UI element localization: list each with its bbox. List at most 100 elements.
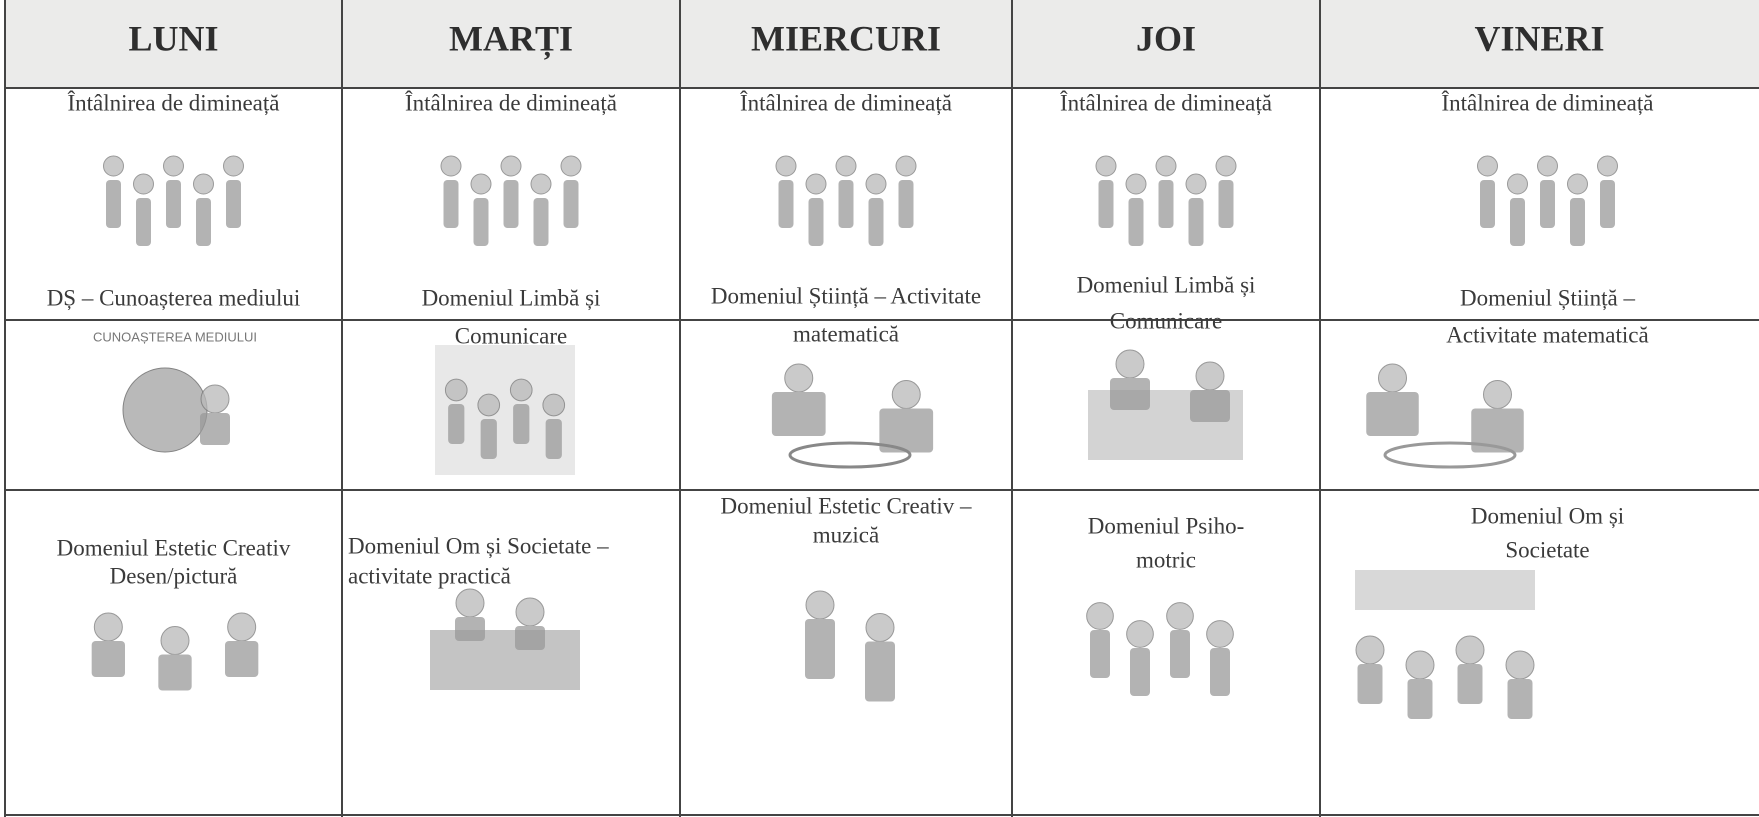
figure-head [1155,155,1177,177]
figure-body [838,180,854,228]
illustration [455,588,545,650]
figure-head [530,173,552,195]
cell-text: Societate [1505,537,1589,562]
figure-body [200,413,230,445]
figure-head [1125,173,1147,195]
figure-body [480,419,497,459]
cell-text: Întâlnirea de dimineață [405,90,617,115]
figure-head [1095,155,1117,177]
figure-head [1195,361,1225,391]
figure-head [103,155,124,177]
figure-head [805,590,835,620]
illustration [1095,155,1237,246]
figure-body [515,626,545,650]
column-header: MARȚI [449,18,573,60]
figure-head [200,384,230,414]
figure-head [477,393,501,417]
figure-body [106,180,121,228]
figure-head [440,155,462,177]
illustration [771,363,934,453]
figure-body [778,180,794,228]
figure-head [1355,635,1385,665]
cell-text: Domeniul Limbă și [1077,272,1256,297]
figure-body [1540,180,1555,228]
figure-body [1188,198,1204,246]
figure-body [225,641,259,677]
illustration [1383,441,1517,469]
figure-body [448,404,465,444]
cell-text: Întâlnirea de dimineață [1441,90,1653,115]
figure-head [500,155,522,177]
figure-head [784,363,814,393]
figure-body [1190,390,1230,422]
illustration [1477,155,1618,246]
figure-body [771,392,826,436]
figure-head [1206,620,1234,648]
cell-text: Domeniul Om și Societate – [348,533,609,558]
figure-body [455,617,485,641]
column-header: MIERCURI [751,18,941,58]
figure-head [227,612,257,642]
figure-body [808,198,824,246]
cell-text: Domeniul Estetic Creativ [57,535,291,560]
figure-head [1597,155,1618,177]
figure-head [515,597,545,627]
cell-text: motric [1136,547,1196,572]
illustration [440,155,582,246]
cell-text: muzică [813,522,879,547]
cell-text: Domeniul Om și [1471,503,1624,528]
figure-head [163,155,184,177]
illustration [775,155,917,246]
cell-text: Domeniul Limbă și [422,285,601,310]
figure-head [455,588,485,618]
figure-head [223,155,244,177]
figure-head [1215,155,1237,177]
figure-head [1537,155,1558,177]
figure-head [1405,650,1435,680]
cell-text: Întâlnirea de dimineață [67,90,279,115]
figure-body [513,404,530,444]
header-background [5,0,1759,88]
illustration [1355,635,1535,719]
figure-body [879,408,934,453]
figure-head [542,393,566,417]
figure-head [891,380,921,409]
cell-text: DȘ – Cunoașterea mediului [47,285,301,310]
figure-head [805,173,827,195]
figure-body [1600,180,1615,228]
figure-body [1457,664,1483,704]
cell-text: matematică [793,321,899,346]
illustration [1110,349,1230,422]
cell-text: Domeniul Psiho- [1088,513,1245,538]
figure-body [166,180,181,228]
figure-body [1170,630,1190,678]
figure-body [563,180,579,228]
cell-text: Desen/pictură [110,563,238,588]
figure-body [196,198,211,246]
figure-body [1218,180,1234,228]
cell-text: Domeniul Estetic Creativ – [720,493,972,518]
illustration [430,630,580,690]
figure-body [1480,180,1495,228]
figure-body [1128,198,1144,246]
figure-body [868,198,884,246]
figure-body [91,641,125,677]
figure-head [160,626,190,655]
cell-text: Activitate matematică [1446,322,1648,347]
figure-head [1126,620,1154,648]
illustration [91,612,259,691]
figure-head [1086,602,1114,630]
figure-body [1471,408,1524,453]
cell-text: Întâlnirea de dimineață [740,90,952,115]
figure-head [835,155,857,177]
figure-body [1510,198,1525,246]
figure-body [1210,648,1230,696]
figure-head [895,155,917,177]
figure-head [865,613,895,642]
figure-head [1378,363,1407,393]
figure-head [1166,602,1194,630]
figure-body [1507,679,1533,719]
cell-text: Comunicare [1110,308,1222,333]
cell-text: Întâlnirea de dimineață [1060,90,1272,115]
